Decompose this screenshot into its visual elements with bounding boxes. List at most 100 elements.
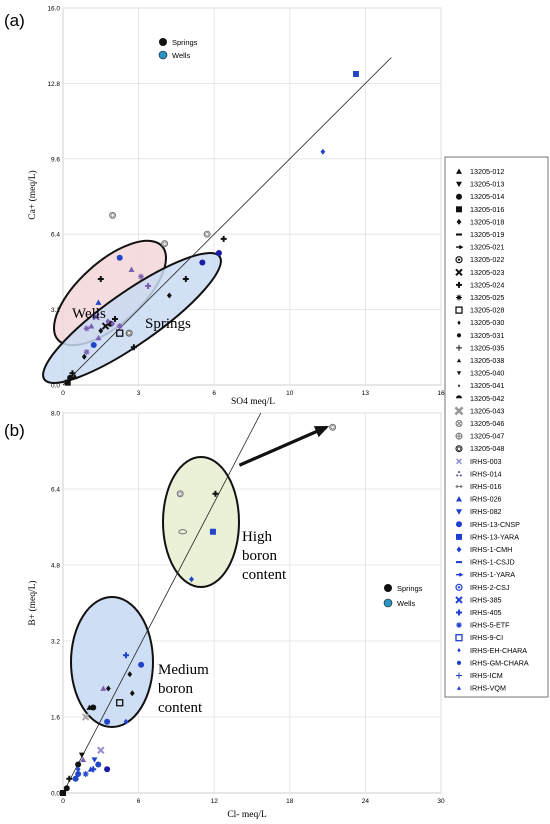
data-point [176,490,184,498]
points-b [60,423,337,796]
sample-legend-item: 13205-040 [456,369,504,378]
legend-a-springs-swatch [159,38,167,46]
sample-legend-items: 13205-012 13205-013 13205-014 13205-016 1320… [454,167,529,693]
data-point [182,275,189,282]
sample-legend-label: IRHS-GM-CHARA [470,658,529,667]
data-point [60,790,66,796]
sample-legend-item: 13205-022 [455,255,504,264]
data-point [189,576,194,583]
panel-a-label: (a) [4,11,25,30]
data-point [83,325,90,332]
sample-legend-marker [456,609,462,616]
sample-legend-item: IRHS-014 [456,469,502,478]
data-point [88,323,95,329]
medium-boron-label: Medium boron content [158,662,209,716]
sample-legend-marker [455,634,463,642]
sample-legend-marker [456,168,462,174]
data-point [166,292,172,299]
data-point [352,70,359,77]
y-tick-label: 6.4 [51,487,60,494]
sample-legend-item: 13205-024 [456,280,504,289]
sample-legend-label: 13205-024 [470,280,504,289]
x-tick-label: 6 [212,390,216,397]
high-boron-region-ellipse [162,456,240,588]
data-point [95,334,102,341]
sample-legend-item: IRHS-1-CSJD [456,558,515,567]
data-point [95,761,102,768]
sample-legend-item: 13205-019 [456,230,504,239]
sample-legend-item: 13205-035 [456,343,504,352]
sample-legend-label: 13205-038 [470,356,504,365]
sample-legend-marker [457,384,461,388]
high-boron-label-line1: High [242,529,273,545]
sample-legend-marker [456,371,462,376]
sample-legend-marker [454,406,464,416]
sample-legend-label: IRHS-EH-CHARA [470,646,527,655]
sample-legend-label: 13205-046 [470,419,504,428]
sample-legend-marker [456,561,462,564]
sample-legend-marker [456,333,462,338]
sample-legend-marker [455,596,463,604]
trendline-a [62,57,392,386]
data-point [212,490,219,497]
sample-legend-item: 13205-030 [457,318,504,327]
x-tick-label: 24 [362,798,370,805]
ticks-b: 0 6 12 18 24 30 0.0 1.6 3.2 4.8 6.4 8.0 [51,411,445,806]
x-tick-label: 12 [211,798,219,805]
trendline-b [62,412,262,794]
data-point [75,761,82,768]
sample-legend-label: IRHS-1-YARA [470,570,515,579]
data-point [203,230,211,238]
data-point [128,266,135,272]
y-tick-label: 1.6 [51,715,60,722]
sample-legend-item: 13205-021 [456,243,504,252]
medium-boron-label-line2: boron [158,681,193,697]
y-axis-label-a: Ca+ (meq/L) [27,170,38,219]
data-point [90,341,97,348]
sample-legend-label: 13205-030 [470,318,504,327]
sample-legend-marker [455,306,463,314]
sample-legend-label: 13205-014 [470,192,504,201]
sample-legend-item: 13205-016 [456,205,504,214]
sample-legend-item: 13205-043 [454,406,504,416]
sample-legend-label: IRHS-13-YARA [470,532,519,541]
data-point [110,320,116,327]
data-point [109,211,117,219]
data-point [199,259,206,266]
legend-a: Springs Wells [158,38,198,60]
sample-legend-item: IRHS-082 [456,507,502,516]
x-tick-label: 6 [137,798,141,805]
sample-legend-label: 13205-031 [470,331,504,340]
sample-legend-item: 13205-042 [456,394,504,403]
x-tick-label: 10 [286,390,294,397]
x-axis-label-a: SO4 meq/L [231,397,275,407]
legend-b: Springs Wells [383,584,423,608]
sample-legend-item: IRHS-1-YARA [456,570,515,579]
sample-legend-marker [456,395,462,402]
y-tick-label: 0.0 [51,383,60,390]
sample-legend-label: IRHS-5-ETF [470,621,510,630]
sample-legend-label: IRHS-405 [470,608,502,617]
data-point [71,373,78,380]
data-point [98,327,104,334]
data-point [91,757,98,763]
sample-legend-label: IRHS-014 [470,469,502,478]
sample-legend-item: 13205-014 [456,192,504,201]
sample-legend-item: IRHS-003 [456,457,502,466]
sample-legend-marker [456,471,462,477]
data-point [104,718,111,725]
sample-legend-item: IRHS-5-ETF [456,621,510,630]
data-point [90,766,97,773]
y-tick-label: 8.0 [51,411,60,418]
trendline [62,412,262,794]
region-label-springs: Springs [145,316,191,332]
sample-legend-label: 13205-035 [470,343,504,352]
legend-b-springs-swatch [384,584,392,592]
data-point [129,690,135,697]
data-point [72,775,79,782]
panel-b-label: (b) [4,421,25,440]
data-point [161,240,169,248]
x-tick-label: 30 [437,798,445,805]
points-a [64,70,359,386]
sample-legend-marker [455,256,463,264]
